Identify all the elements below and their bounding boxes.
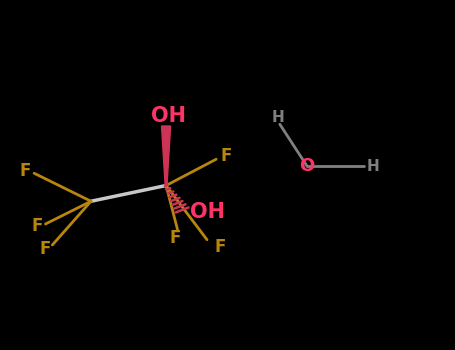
Text: F: F — [32, 217, 43, 235]
Text: OH: OH — [190, 202, 224, 222]
Text: F: F — [19, 162, 30, 181]
Text: OH: OH — [151, 105, 186, 126]
Text: F: F — [214, 238, 226, 256]
Text: O: O — [299, 157, 315, 175]
Text: H: H — [367, 159, 379, 174]
Polygon shape — [162, 126, 171, 186]
Text: F: F — [169, 229, 181, 247]
Text: F: F — [220, 147, 232, 165]
Text: H: H — [271, 111, 284, 125]
Text: F: F — [40, 239, 51, 258]
